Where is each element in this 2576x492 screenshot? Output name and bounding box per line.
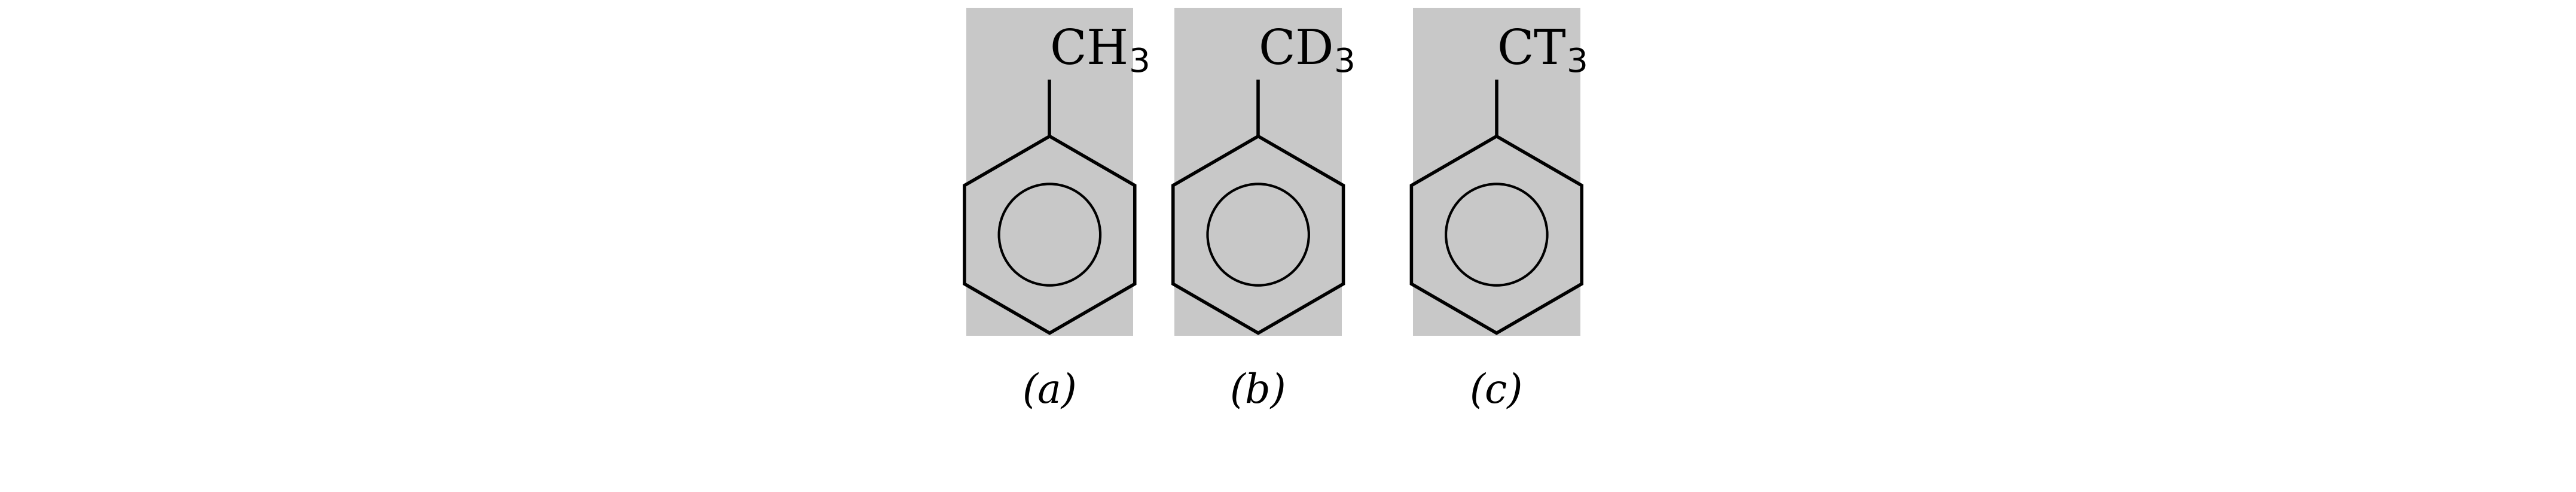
Polygon shape <box>1412 136 1582 333</box>
Text: (c): (c) <box>1471 372 1522 411</box>
Polygon shape <box>1172 136 1342 333</box>
Text: CH$_{3}$: CH$_{3}$ <box>1048 28 1149 75</box>
Text: CD$_{3}$: CD$_{3}$ <box>1257 28 1355 75</box>
FancyBboxPatch shape <box>966 8 1133 336</box>
Text: (b): (b) <box>1229 372 1285 411</box>
Text: CT$_{3}$: CT$_{3}$ <box>1497 28 1587 75</box>
Text: (a): (a) <box>1023 372 1077 411</box>
FancyBboxPatch shape <box>1414 8 1579 336</box>
FancyBboxPatch shape <box>1175 8 1342 336</box>
Polygon shape <box>963 136 1136 333</box>
